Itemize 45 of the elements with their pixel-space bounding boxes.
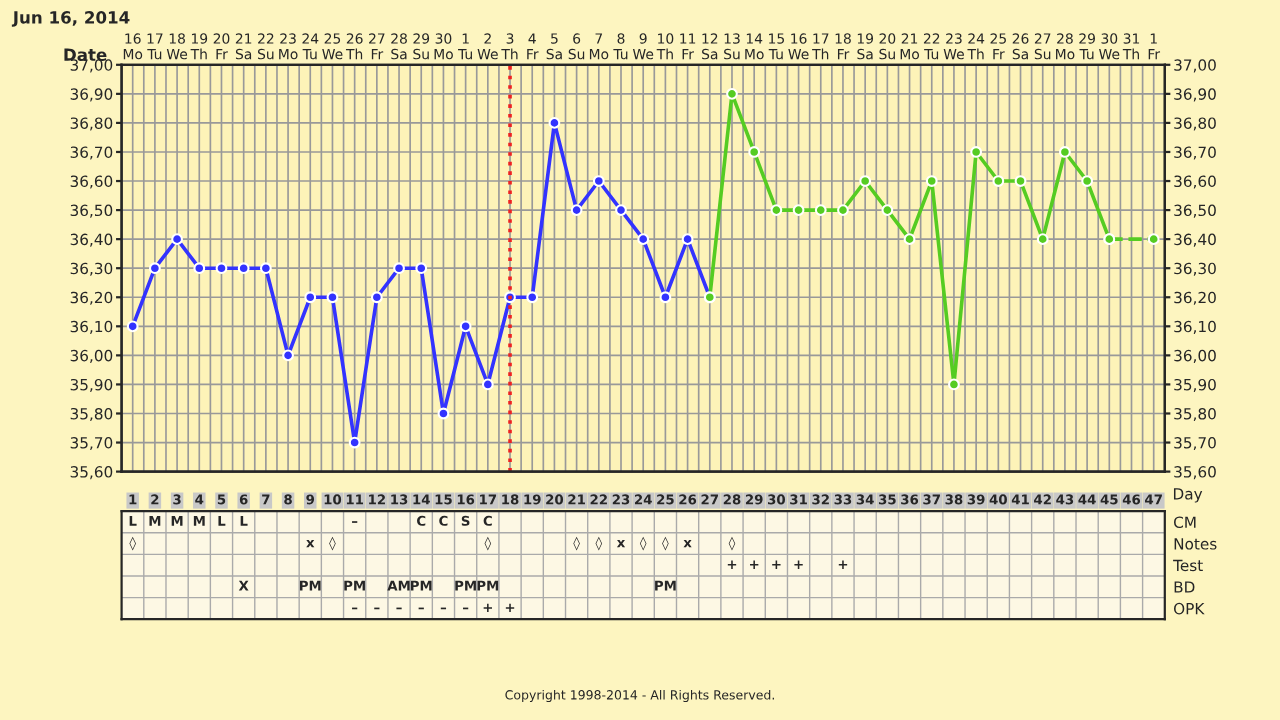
point (1081, 175, 1094, 187)
point (459, 320, 472, 333)
point (592, 175, 605, 187)
point (925, 175, 938, 187)
point (481, 378, 494, 391)
point (948, 378, 960, 391)
point (814, 204, 827, 216)
point (237, 262, 250, 275)
point (215, 262, 228, 275)
point (437, 407, 450, 420)
x-axis-title: Date (64, 48, 107, 61)
point (282, 349, 294, 362)
point (326, 291, 339, 304)
point (259, 262, 272, 275)
point (548, 117, 561, 129)
point (348, 436, 361, 449)
point (615, 204, 627, 216)
point (370, 291, 383, 304)
point (393, 262, 405, 275)
point (903, 233, 916, 246)
point (415, 262, 428, 275)
point (1059, 146, 1071, 158)
chart-title: Jun 16, 2014 (11, 11, 130, 27)
point (837, 204, 849, 216)
point (171, 233, 183, 246)
point (304, 291, 317, 304)
point (726, 87, 738, 100)
point (570, 204, 583, 216)
point (1014, 175, 1027, 187)
point (659, 291, 672, 304)
point (992, 175, 1005, 187)
point (681, 233, 694, 246)
point (859, 175, 872, 187)
point (1036, 233, 1049, 246)
point (770, 204, 783, 216)
point (148, 262, 161, 275)
point (637, 233, 650, 246)
point (1147, 233, 1160, 246)
point (881, 204, 894, 216)
point (970, 146, 983, 158)
point (126, 320, 139, 333)
point (748, 146, 761, 158)
point (526, 291, 539, 304)
point (792, 204, 805, 216)
point (193, 262, 206, 275)
